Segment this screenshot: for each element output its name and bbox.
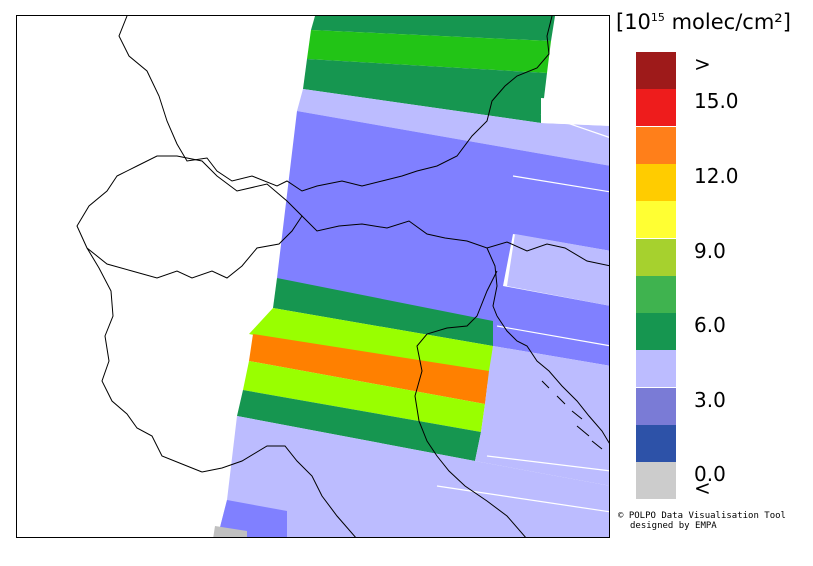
credit-line-1: © POLPO Data Visualisation Tool — [618, 511, 786, 521]
swath-band-lavender-patch — [507, 234, 609, 306]
country-borders — [76, 16, 609, 537]
upper-swath — [297, 16, 609, 166]
colorbar-swatch — [636, 201, 676, 239]
italy-north-coast — [201, 445, 356, 537]
swath-band-periwinkle-bottom — [217, 500, 287, 537]
colorbar-tick-label: 9.0 — [694, 238, 726, 263]
colorbar-unit-title: [1015 molec/cm²] — [616, 10, 791, 34]
swiss-border — [76, 155, 303, 279]
colorbar-swatch — [636, 425, 676, 462]
colorbar-swatch — [636, 52, 676, 89]
colorbar-tick-label: < — [694, 476, 711, 500]
colorbar-swatch — [636, 89, 676, 127]
colorbar-tick-label: 0.0 — [694, 462, 726, 487]
slovenia-border — [486, 247, 498, 317]
colorbar-swatch — [636, 350, 676, 388]
swath-band-lime-lower — [243, 361, 485, 432]
swath-band-dark-green — [303, 59, 547, 123]
swath-edge-white-strip — [541, 98, 609, 126]
colorbar — [636, 52, 676, 500]
austria-italy-border — [301, 215, 609, 267]
adriatic-coast-west — [414, 270, 526, 537]
colorbar-swatch — [636, 387, 676, 425]
colorbar-swatch — [636, 462, 676, 500]
main-swath — [213, 111, 609, 537]
swath-band-bright-green — [307, 30, 551, 73]
adriatic-coast-east — [496, 315, 609, 444]
swath-band-lavender — [297, 89, 609, 166]
swath-band-lavender-lower — [475, 346, 609, 486]
colorbar-swatch — [636, 163, 676, 201]
colorbar-tick-label: 12.0 — [694, 163, 739, 188]
colorbar-tick-label: 3.0 — [694, 387, 726, 412]
colorbar-swatch — [636, 313, 676, 351]
swath-band-dark-green-mid — [273, 278, 493, 346]
scan-gap-lines — [436, 113, 609, 513]
credit-text: © POLPO Data Visualisation Tool designed… — [618, 511, 786, 531]
swath-band-grey-corner — [213, 526, 247, 537]
croatia-islands — [541, 380, 603, 450]
swath-band-dark-green-lower — [237, 390, 481, 461]
map-panel — [16, 15, 610, 538]
credit-line-2: designed by EMPA — [630, 521, 717, 531]
colorbar-swatch — [636, 126, 676, 164]
colorbar-tick-label: 6.0 — [694, 313, 726, 338]
satellite-swath-map — [76, 16, 609, 537]
swath-band-dark-green-top — [311, 16, 555, 41]
swath-band-orange — [249, 334, 489, 404]
france-border — [118, 16, 553, 192]
colorbar-tick-label: > — [694, 52, 711, 76]
swath-band-lavender-bottom — [217, 416, 609, 537]
colorbar-swatch — [636, 238, 676, 276]
colorbar-swatch — [636, 275, 676, 313]
italy-west-border — [86, 247, 203, 473]
colorbar-tick-label: 15.0 — [694, 89, 739, 114]
